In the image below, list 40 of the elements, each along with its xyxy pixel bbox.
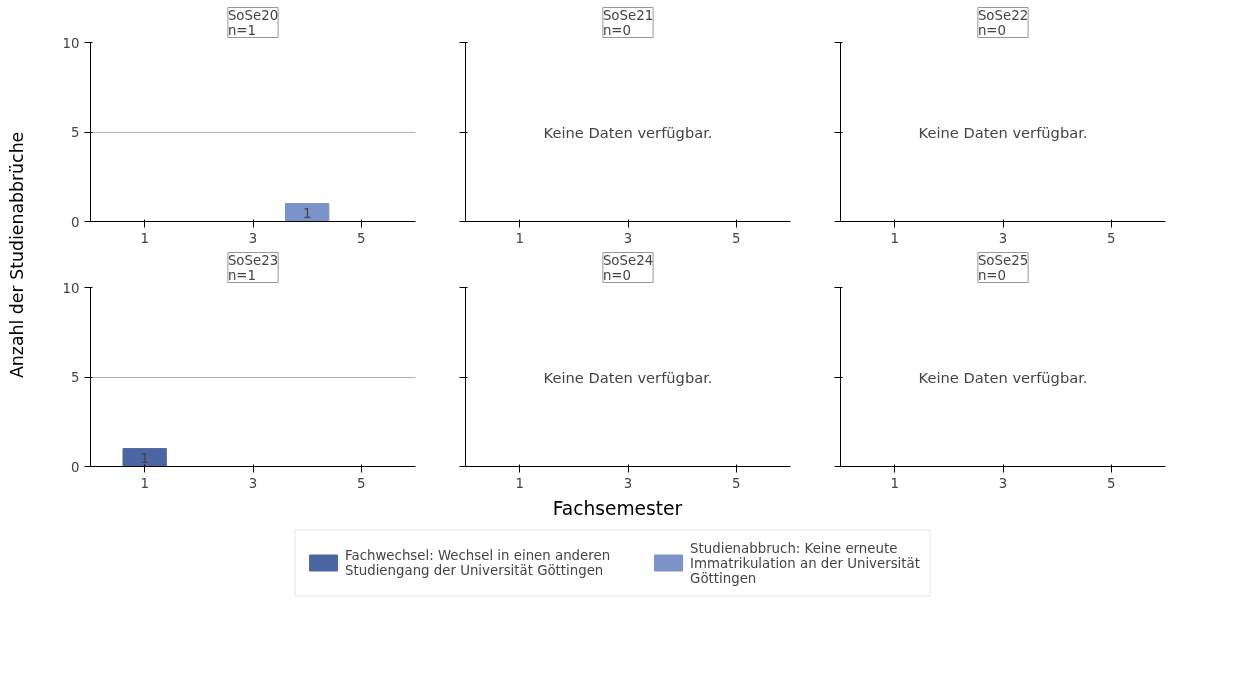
x-tick-label: 5 — [1107, 475, 1116, 491]
data-label: 1 — [302, 205, 312, 221]
x-tick-label: 3 — [998, 230, 1008, 246]
x-tick-label: 1 — [140, 475, 149, 491]
y-tick-label: 5 — [71, 370, 80, 385]
y-tick-label: 5 — [71, 125, 80, 140]
chart-title: SoSe20 n=1 — [227, 7, 279, 38]
x-tick-label: 5 — [732, 475, 741, 491]
annotation: Keine Daten verfügbar. — [543, 123, 713, 141]
annotation: Keine Daten verfügbar. — [918, 123, 1088, 141]
x-tick-label: 5 — [357, 230, 366, 246]
x-axis-title: Fachsemester — [552, 497, 683, 521]
y-tick-label: 0 — [71, 214, 80, 230]
chart-title: SoSe22 n=0 — [977, 7, 1029, 38]
x-tick-label: 3 — [248, 230, 258, 246]
x-tick-label: 3 — [248, 475, 258, 491]
y-tick-label: 10 — [62, 35, 80, 51]
chart-title: SoSe21 n=0 — [602, 7, 654, 38]
chart-title: SoSe25 n=0 — [977, 252, 1029, 283]
annotation: Keine Daten verfügbar. — [543, 368, 713, 386]
chart-title: SoSe23 n=1 — [227, 252, 279, 283]
y-tick-label: 0 — [71, 459, 80, 475]
x-tick-label: 3 — [623, 475, 633, 491]
x-tick-label: 1 — [515, 230, 524, 246]
x-tick-label: 1 — [515, 475, 524, 491]
data-label: 1 — [140, 450, 149, 466]
x-tick-label: 5 — [732, 230, 741, 246]
annotation: Keine Daten verfügbar. — [918, 368, 1088, 386]
x-tick-label: 5 — [1107, 230, 1116, 246]
chart-title: SoSe24 n=0 — [602, 252, 654, 283]
x-tick-label: 3 — [998, 475, 1008, 491]
legend-label: Studienabbruch: Keine erneute Immatrikulation an der Universität Göttingen — [690, 540, 920, 586]
x-tick-label: 5 — [357, 475, 366, 491]
x-tick-label: 1 — [140, 230, 149, 246]
y-tick-label: 10 — [62, 280, 80, 296]
legend-label: Fachwechsel: Wechsel in einen anderen Studiengang der Universität Göttingen — [345, 547, 611, 578]
x-tick-label: 1 — [890, 230, 899, 246]
x-tick-label: 1 — [890, 475, 899, 491]
x-tick-label: 3 — [623, 230, 633, 246]
y-axis-title: Anzahl der Studienabbrüche — [6, 131, 28, 379]
